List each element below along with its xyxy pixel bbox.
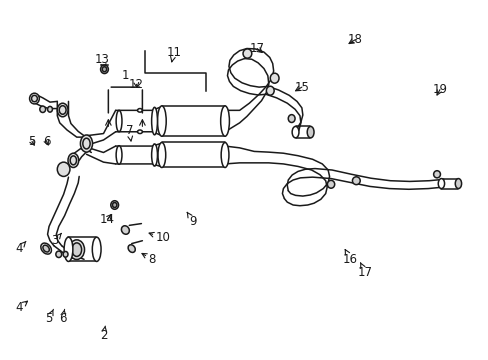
Ellipse shape	[270, 73, 279, 83]
Text: 13: 13	[95, 53, 110, 69]
Text: 14: 14	[100, 213, 115, 226]
Ellipse shape	[64, 237, 73, 261]
Text: 2: 2	[100, 326, 107, 342]
Ellipse shape	[158, 143, 165, 167]
Text: 5: 5	[28, 135, 36, 148]
Ellipse shape	[72, 243, 81, 256]
Ellipse shape	[137, 109, 142, 112]
Ellipse shape	[287, 114, 294, 122]
Ellipse shape	[56, 251, 61, 257]
Ellipse shape	[31, 95, 37, 102]
Ellipse shape	[57, 103, 68, 117]
Ellipse shape	[57, 162, 70, 176]
Ellipse shape	[43, 245, 49, 252]
Ellipse shape	[30, 93, 39, 104]
Text: 12: 12	[129, 78, 144, 91]
Ellipse shape	[68, 153, 79, 167]
Ellipse shape	[128, 245, 135, 252]
Ellipse shape	[433, 171, 440, 178]
Text: 4: 4	[16, 301, 27, 314]
Ellipse shape	[69, 240, 84, 260]
Ellipse shape	[151, 107, 157, 135]
Text: 4: 4	[16, 241, 26, 255]
Ellipse shape	[70, 156, 76, 165]
Ellipse shape	[80, 135, 92, 152]
Text: 5: 5	[45, 309, 53, 325]
Ellipse shape	[121, 226, 129, 234]
Ellipse shape	[306, 126, 313, 138]
Ellipse shape	[352, 177, 360, 185]
Ellipse shape	[112, 203, 117, 207]
Text: 7: 7	[125, 124, 133, 141]
Text: 10: 10	[149, 231, 170, 244]
Text: 18: 18	[347, 33, 362, 46]
Ellipse shape	[327, 180, 334, 188]
Ellipse shape	[116, 146, 122, 164]
Text: 3: 3	[51, 233, 61, 247]
Ellipse shape	[92, 237, 101, 261]
Ellipse shape	[437, 179, 444, 189]
Ellipse shape	[454, 179, 461, 189]
Ellipse shape	[101, 65, 108, 73]
Ellipse shape	[111, 201, 118, 209]
Ellipse shape	[137, 130, 142, 134]
Text: 11: 11	[166, 46, 181, 62]
Text: 17: 17	[357, 263, 372, 279]
Text: 6: 6	[59, 309, 66, 325]
Text: 9: 9	[187, 212, 197, 228]
Ellipse shape	[221, 143, 228, 167]
Text: 15: 15	[294, 81, 309, 94]
Ellipse shape	[41, 243, 51, 254]
Ellipse shape	[291, 126, 298, 138]
Ellipse shape	[82, 138, 90, 149]
Ellipse shape	[63, 251, 68, 257]
Text: 17: 17	[249, 42, 264, 55]
Text: 8: 8	[142, 253, 156, 266]
Ellipse shape	[220, 106, 229, 136]
Ellipse shape	[157, 106, 166, 136]
Ellipse shape	[151, 144, 157, 166]
Ellipse shape	[40, 106, 45, 112]
Text: 1: 1	[122, 69, 129, 82]
Ellipse shape	[266, 86, 274, 95]
Text: 6: 6	[43, 135, 50, 148]
Ellipse shape	[102, 67, 106, 72]
Text: 19: 19	[431, 83, 447, 96]
Ellipse shape	[116, 111, 122, 132]
Ellipse shape	[243, 49, 251, 58]
Ellipse shape	[47, 107, 52, 112]
Text: 16: 16	[342, 249, 357, 266]
Ellipse shape	[59, 106, 66, 114]
